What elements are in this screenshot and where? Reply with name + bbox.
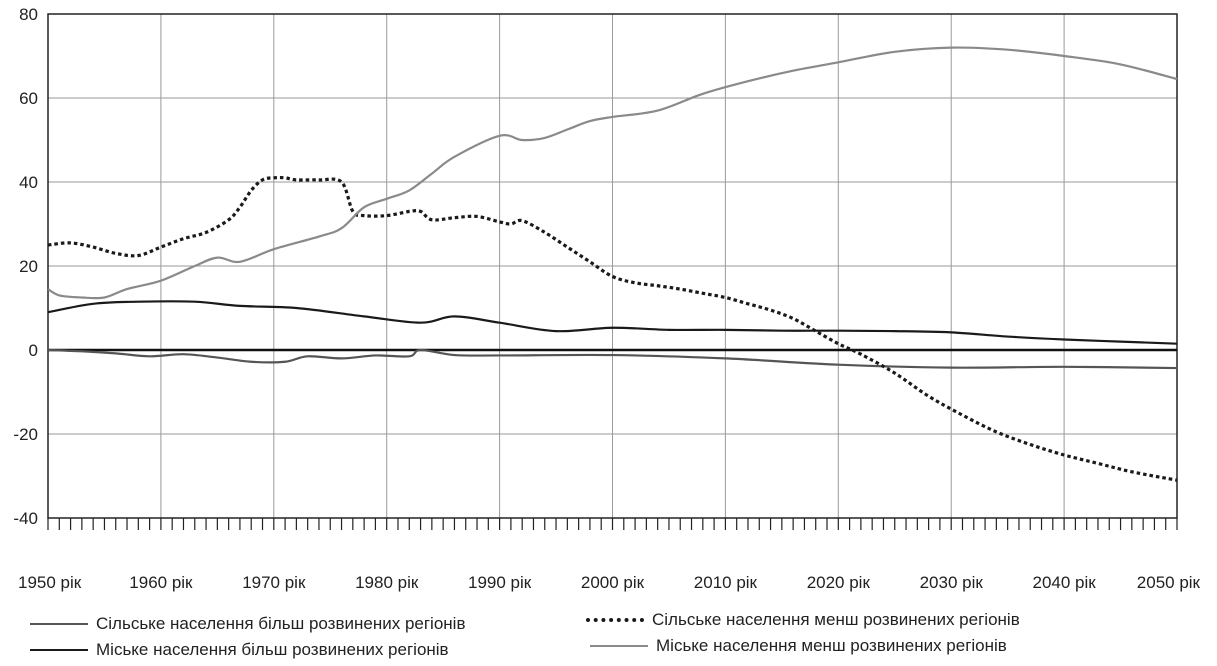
- x-tick-label: 1990 рік: [468, 573, 532, 592]
- legend-label-rural-developed: Сільське населення більш розвинених регі…: [96, 614, 466, 633]
- y-tick-label: 20: [19, 257, 38, 276]
- x-tick-label: 1980 рік: [355, 573, 419, 592]
- chart-grid: [47, 13, 1178, 519]
- series-rural-less-developed: [47, 175, 1178, 482]
- legend-label-urban-less-developed: Міське населення менш розвинених регіоні…: [656, 636, 1007, 655]
- x-tick-label: 1950 рік: [18, 573, 82, 592]
- legend-item-rural-less-developed: Сільське населення менш розвинених регіо…: [586, 610, 1020, 630]
- y-tick-label: 80: [19, 5, 38, 24]
- x-tick-label: 2000 рік: [581, 573, 645, 592]
- x-tick-label: 2040 рік: [1032, 573, 1096, 592]
- x-tick-label: 2030 рік: [920, 573, 984, 592]
- legend-swatch-urban-less-developed: [590, 645, 648, 647]
- x-tick-label: 2010 рік: [694, 573, 758, 592]
- legend-item-urban-less-developed: Міське населення менш розвинених регіоні…: [590, 636, 1007, 656]
- x-tick-label: 1960 рік: [129, 573, 193, 592]
- series-urban-less-developed: [47, 46, 1178, 300]
- chart-series: [47, 46, 1178, 482]
- x-axis-ticks: 1950 рік 1960 рік 1970 рік 1980 рік 1990 рік…: [18, 518, 1201, 592]
- y-axis-ticks: -40 -20 0 20 40 60 80: [13, 5, 38, 528]
- legend-label-rural-less-developed: Сільське населення менш розвинених регіо…: [652, 610, 1020, 629]
- y-tick-label: 0: [29, 341, 38, 360]
- y-tick-label: 40: [19, 173, 38, 192]
- y-tick-label: -40: [13, 509, 38, 528]
- legend-swatch-rural-less-developed: [586, 618, 644, 622]
- series-rural-developed: [47, 348, 1178, 370]
- chart-legend: Сільське населення більш розвинених регі…: [0, 610, 1217, 666]
- legend-item-rural-developed: Сільське населення більш розвинених регі…: [30, 614, 465, 634]
- x-tick-label: 1970 рік: [242, 573, 306, 592]
- x-tick-label: 2050 рік: [1137, 573, 1201, 592]
- y-tick-label: -20: [13, 425, 38, 444]
- legend-item-urban-developed: Міське населення більш розвинених регіон…: [30, 640, 449, 660]
- y-tick-label: 60: [19, 89, 38, 108]
- legend-label-urban-developed: Міське населення більш розвинених регіон…: [96, 640, 449, 659]
- x-tick-label: 2020 рік: [807, 573, 871, 592]
- legend-swatch-rural-developed: [30, 623, 88, 625]
- legend-swatch-urban-developed: [30, 649, 88, 651]
- series-urban-developed: [47, 300, 1178, 345]
